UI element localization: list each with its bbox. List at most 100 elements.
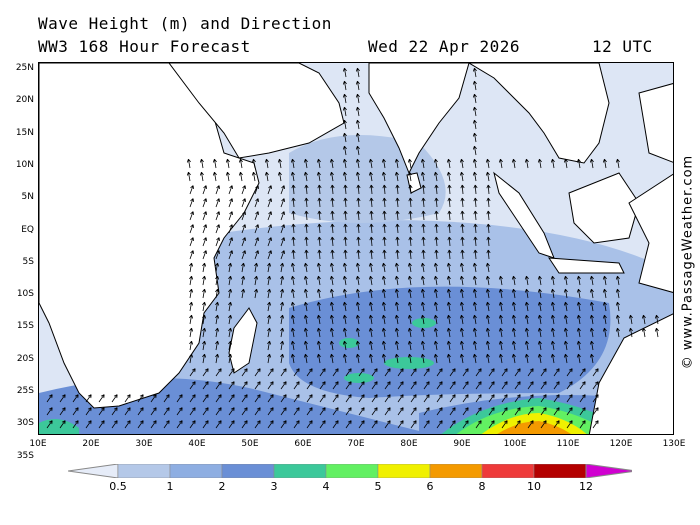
direction-arrow — [189, 394, 196, 403]
direction-arrow — [241, 394, 248, 403]
sumatra-island — [493, 171, 555, 259]
direction-arrow — [394, 301, 399, 312]
direction-arrow — [124, 394, 131, 403]
direction-arrow — [460, 236, 465, 247]
direction-arrow — [384, 407, 391, 416]
direction-arrow — [293, 381, 300, 390]
direction-arrow — [329, 340, 334, 351]
direction-arrow — [615, 288, 620, 299]
direction-arrow — [329, 171, 334, 182]
direction-arrow — [150, 420, 157, 429]
direction-arrow — [447, 236, 452, 247]
direction-arrow — [111, 407, 118, 416]
latitude-label: 20N — [15, 95, 34, 106]
direction-arrow — [330, 184, 335, 195]
direction-arrow — [563, 314, 568, 325]
direction-arrow — [524, 301, 529, 312]
direction-arrow — [449, 368, 456, 377]
direction-arrow — [345, 368, 352, 377]
direction-arrow — [345, 407, 352, 416]
direction-arrow — [576, 158, 581, 169]
direction-arrow — [317, 249, 322, 260]
direction-arrow — [202, 368, 209, 377]
direction-arrow — [267, 301, 272, 312]
direction-arrow — [358, 381, 365, 390]
direction-arrow — [524, 353, 529, 364]
direction-arrow — [319, 381, 326, 390]
direction-arrow — [228, 198, 233, 208]
direction-arrow — [329, 314, 334, 325]
direction-arrow — [501, 420, 508, 429]
direction-arrow — [407, 301, 412, 312]
direction-arrow — [306, 368, 313, 377]
direction-arrow — [486, 236, 491, 247]
direction-arrow — [488, 394, 495, 403]
direction-arrow — [163, 394, 170, 403]
direction-arrow — [202, 237, 207, 247]
direction-arrow — [449, 407, 456, 416]
direction-arrow — [407, 262, 412, 273]
direction-arrow — [381, 262, 386, 273]
colorbar-segment — [325, 463, 379, 479]
direction-arrow — [368, 314, 373, 325]
direction-arrow — [59, 394, 66, 403]
direction-arrow — [342, 80, 347, 91]
direction-arrow — [368, 340, 373, 351]
direction-arrow — [215, 407, 222, 416]
latitude-label: 25S — [16, 386, 34, 396]
direction-arrow — [527, 381, 534, 390]
direction-arrow — [434, 210, 439, 221]
direction-arrow — [433, 340, 438, 351]
direction-arrow — [316, 288, 321, 299]
direction-arrow — [524, 340, 529, 351]
direction-arrow — [550, 314, 555, 325]
direction-arrow — [306, 394, 313, 403]
direction-arrow — [303, 288, 308, 299]
direction-arrow — [488, 420, 495, 429]
direction-arrow — [228, 394, 235, 403]
direction-arrow — [241, 262, 246, 273]
direction-arrow — [199, 158, 204, 169]
direction-arrow — [381, 301, 386, 312]
direction-arrow — [394, 158, 399, 169]
direction-arrow — [579, 381, 586, 390]
direction-arrow — [459, 340, 464, 351]
direction-arrow — [228, 224, 233, 234]
direction-arrow — [254, 185, 259, 195]
direction-arrow — [189, 301, 194, 312]
direction-arrow — [369, 184, 374, 195]
direction-arrow — [381, 275, 386, 286]
direction-arrow — [553, 407, 560, 416]
direction-arrow — [189, 250, 194, 260]
direction-arrow — [303, 353, 308, 364]
colorbar-segment — [481, 463, 535, 479]
direction-arrow — [267, 340, 272, 351]
direction-arrow — [59, 420, 66, 429]
colorbar-tick-label: 5 — [374, 480, 382, 493]
direction-arrow — [553, 368, 560, 377]
direction-arrow — [421, 197, 426, 208]
latitude-label: 25N — [15, 63, 34, 73]
direction-arrow — [460, 223, 465, 234]
direction-arrow — [189, 185, 194, 195]
direction-arrow — [332, 407, 339, 416]
direction-arrow — [329, 301, 334, 312]
direction-arrow — [446, 327, 451, 338]
direction-arrow — [215, 301, 220, 312]
direction-arrow — [563, 158, 568, 169]
direction-arrow — [421, 249, 426, 260]
direction-arrow — [291, 197, 296, 208]
direction-arrow — [421, 184, 426, 195]
direction-arrow — [241, 420, 248, 429]
direction-arrow — [395, 184, 400, 195]
direction-arrow — [527, 394, 534, 403]
direction-arrow — [407, 327, 412, 338]
direction-arrow — [446, 314, 451, 325]
direction-arrow — [434, 184, 439, 195]
direction-arrow — [395, 223, 400, 234]
direction-arrow — [303, 262, 308, 273]
direction-arrow — [498, 327, 503, 338]
direction-arrow — [176, 407, 183, 416]
direction-arrow — [537, 158, 542, 169]
direction-arrow — [576, 275, 581, 286]
